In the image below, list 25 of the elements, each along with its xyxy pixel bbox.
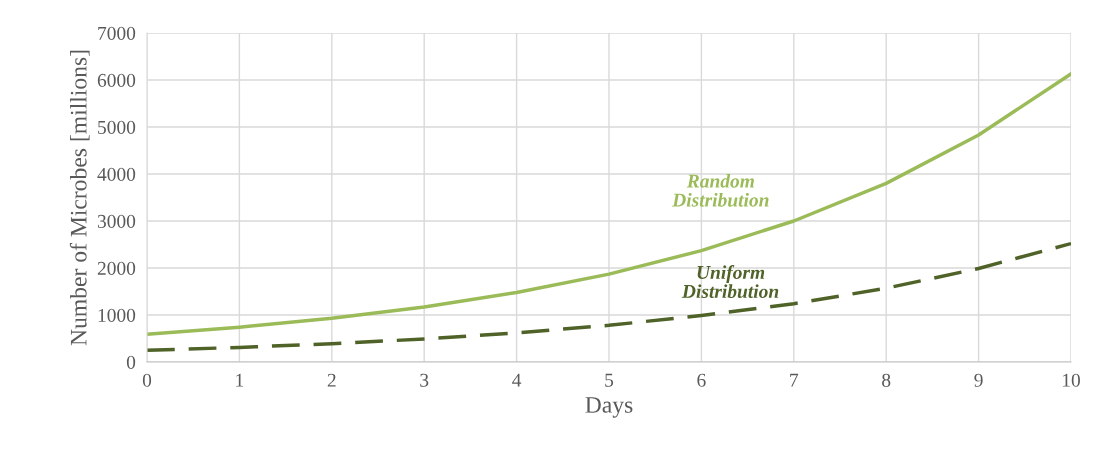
line-series: [147, 72, 1071, 337]
x-tick-label: 8: [882, 373, 891, 387]
x-tick-label: 3: [420, 373, 429, 387]
y-axis-title: Number of Microbes [millions]: [69, 50, 90, 346]
y-tick-label: 7000: [98, 26, 136, 40]
y-tick-label: 1000: [98, 308, 136, 322]
x-tick-label: 9: [974, 373, 983, 387]
x-tick-label: 10: [1062, 373, 1080, 387]
x-axis-title: Days: [585, 397, 633, 418]
x-tick-label: 1: [236, 373, 244, 387]
y-tick-label: 5000: [98, 120, 136, 134]
x-tick-label: 5: [605, 373, 614, 387]
series-label: Random Distribution: [672, 173, 769, 207]
x-tick-label: 2: [327, 373, 336, 387]
line-series: [147, 241, 1071, 352]
y-tick-label: 4000: [97, 167, 136, 181]
y-tick-label: 2000: [97, 261, 136, 275]
y-tick-label: 3000: [97, 214, 136, 228]
x-tick-label: 4: [512, 373, 522, 387]
series-label: Uniform Distribution: [681, 265, 779, 299]
x-tick-label: 6: [697, 373, 706, 387]
y-tick-label: 0: [126, 355, 136, 369]
x-tick-label: 7: [790, 373, 799, 387]
x-tick-label: 0: [142, 373, 152, 387]
y-tick-label: 6000: [97, 73, 136, 87]
